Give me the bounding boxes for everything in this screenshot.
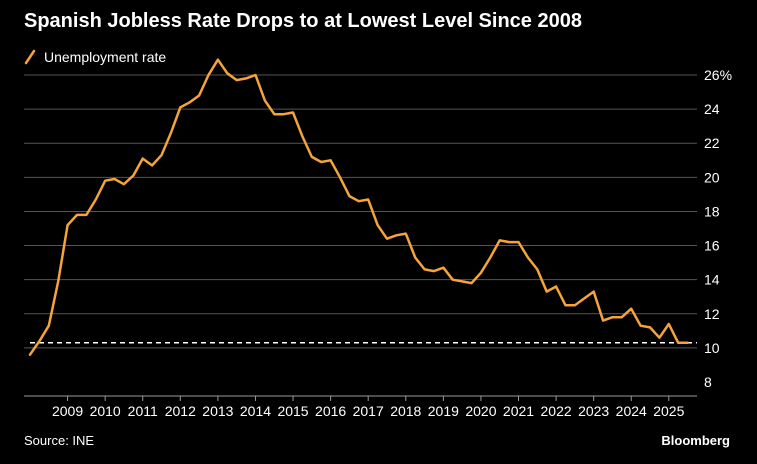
x-axis: 2009 2010 2011 2012 2013 2014 2015 2016 2017 2018… bbox=[24, 395, 697, 419]
x-tick-label: 2017 bbox=[353, 403, 384, 419]
x-tick-label: 2012 bbox=[165, 403, 196, 419]
legend-swatch-icon bbox=[24, 49, 36, 65]
legend-label: Unemployment rate bbox=[44, 49, 167, 65]
y-tick-label: 14 bbox=[704, 272, 720, 288]
y-tick-label: 20 bbox=[704, 169, 720, 185]
series-layer bbox=[28, 58, 689, 356]
x-tick-label: 2009 bbox=[52, 403, 83, 419]
x-tick-label: 2015 bbox=[277, 403, 308, 419]
x-tick-label: 2023 bbox=[578, 403, 609, 419]
y-tick-label: 22 bbox=[704, 135, 720, 151]
y-tick-label: 24 bbox=[704, 101, 720, 117]
x-tick-label: 2024 bbox=[616, 403, 647, 419]
source-note: Source: INE bbox=[24, 433, 95, 448]
x-tick-label: 2013 bbox=[202, 403, 233, 419]
y-tick-label: 16 bbox=[704, 238, 720, 254]
gridlines bbox=[24, 74, 697, 349]
x-tick-label: 2016 bbox=[315, 403, 346, 419]
y-tick-label: 10 bbox=[704, 340, 720, 356]
x-tick-label: 2020 bbox=[465, 403, 496, 419]
chart-title: Spanish Jobless Rate Drops to at Lowest … bbox=[24, 10, 582, 32]
x-tick-label: 2014 bbox=[240, 403, 271, 419]
y-axis: 8 10 12 14 16 18 20 22 24 26% bbox=[704, 67, 732, 390]
y-tick-label: 8 bbox=[704, 374, 712, 390]
y-tick-label: 26% bbox=[704, 67, 732, 83]
brand-logo: Bloomberg bbox=[661, 433, 730, 448]
x-tick-label: 2011 bbox=[128, 403, 158, 419]
legend: Unemployment rate bbox=[24, 49, 166, 65]
x-tick-label: 2022 bbox=[541, 403, 572, 419]
series-line-unemployment-rate bbox=[28, 58, 689, 356]
x-tick-label: 2019 bbox=[428, 403, 459, 419]
x-tick-label: 2021 bbox=[503, 403, 534, 419]
x-tick-label: 2018 bbox=[390, 403, 421, 419]
x-tick-label: 2025 bbox=[653, 403, 684, 419]
y-tick-label: 12 bbox=[704, 306, 720, 322]
x-tick-label: 2010 bbox=[90, 403, 121, 419]
y-tick-label: 18 bbox=[704, 203, 720, 219]
